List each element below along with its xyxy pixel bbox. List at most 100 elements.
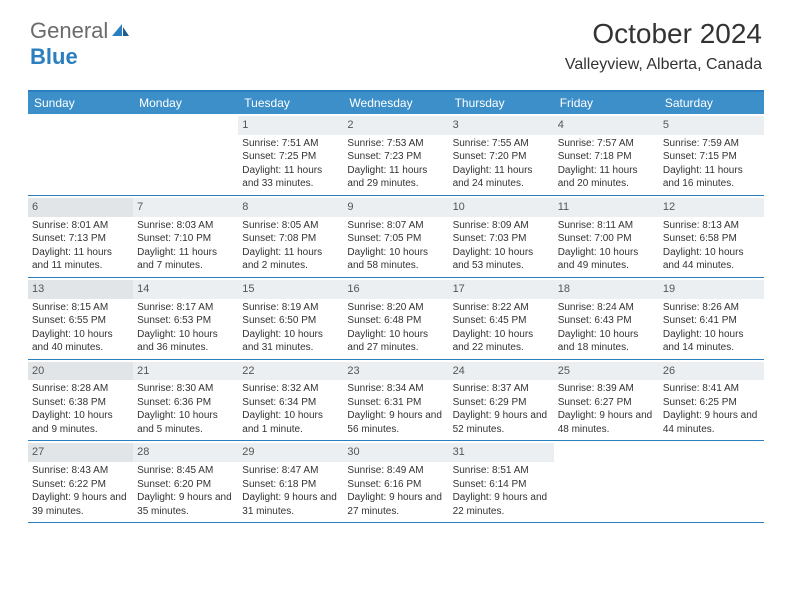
month-title: October 2024 <box>565 18 762 50</box>
sunrise-line: Sunrise: 8:45 AM <box>137 464 234 478</box>
day-number: 23 <box>343 362 448 381</box>
sunset-line: Sunset: 6:16 PM <box>347 478 444 492</box>
day-number: 15 <box>238 280 343 299</box>
sunset-line: Sunset: 7:25 PM <box>242 150 339 164</box>
sunrise-line: Sunrise: 8:09 AM <box>453 219 550 233</box>
daylight-line: Daylight: 9 hours and 31 minutes. <box>242 491 339 518</box>
sunset-line: Sunset: 7:18 PM <box>558 150 655 164</box>
day-number: 9 <box>343 198 448 217</box>
sunrise-line: Sunrise: 8:11 AM <box>558 219 655 233</box>
sunset-line: Sunset: 6:14 PM <box>453 478 550 492</box>
day-number: 20 <box>28 362 133 381</box>
sunset-line: Sunset: 6:22 PM <box>32 478 129 492</box>
sunrise-line: Sunrise: 8:01 AM <box>32 219 129 233</box>
calendar-cell: 8Sunrise: 8:05 AMSunset: 7:08 PMDaylight… <box>238 196 343 277</box>
sunset-line: Sunset: 6:41 PM <box>663 314 760 328</box>
sunrise-line: Sunrise: 8:37 AM <box>453 382 550 396</box>
daylight-line: Daylight: 10 hours and 36 minutes. <box>137 328 234 355</box>
day-number: 1 <box>238 116 343 135</box>
day-number: 22 <box>238 362 343 381</box>
day-number: 31 <box>449 443 554 462</box>
calendar-cell: 1Sunrise: 7:51 AMSunset: 7:25 PMDaylight… <box>238 114 343 195</box>
sunset-line: Sunset: 6:31 PM <box>347 396 444 410</box>
sunset-line: Sunset: 6:58 PM <box>663 232 760 246</box>
day-number: 2 <box>343 116 448 135</box>
calendar-cell: 24Sunrise: 8:37 AMSunset: 6:29 PMDayligh… <box>449 360 554 441</box>
sunrise-line: Sunrise: 8:22 AM <box>453 301 550 315</box>
calendar-cell <box>659 441 764 522</box>
title-block: October 2024 Valleyview, Alberta, Canada <box>565 18 762 74</box>
sunrise-line: Sunrise: 8:39 AM <box>558 382 655 396</box>
logo-sail-icon <box>110 18 130 44</box>
week-row: 27 Sunrise: 8:43 AMSunset: 6:22 PM Dayligh… <box>28 441 764 523</box>
calendar-cell: 2Sunrise: 7:53 AMSunset: 7:23 PMDaylight… <box>343 114 448 195</box>
calendar-cell: 15Sunrise: 8:19 AMSunset: 6:50 PMDayligh… <box>238 278 343 359</box>
sunset-line: Sunset: 7:23 PM <box>347 150 444 164</box>
logo-text-general: General <box>30 18 108 43</box>
day-number: 25 <box>554 362 659 381</box>
calendar-cell: 5Sunrise: 7:59 AMSunset: 7:15 PMDaylight… <box>659 114 764 195</box>
sunset-line: Sunset: 7:15 PM <box>663 150 760 164</box>
daylight-line: Daylight: 11 hours and 33 minutes. <box>242 164 339 191</box>
sunrise-line: Sunrise: 8:24 AM <box>558 301 655 315</box>
dayhead-thursday: Thursday <box>449 92 554 114</box>
dayhead-tuesday: Tuesday <box>238 92 343 114</box>
day-number: 3 <box>449 116 554 135</box>
sunset-line: Sunset: 7:05 PM <box>347 232 444 246</box>
daylight-line: Daylight: 10 hours and 40 minutes. <box>32 328 129 355</box>
day-number: 7 <box>133 198 238 217</box>
sunset-line: Sunset: 6:20 PM <box>137 478 234 492</box>
calendar-cell: 10Sunrise: 8:09 AMSunset: 7:03 PMDayligh… <box>449 196 554 277</box>
sunrise-line: Sunrise: 8:43 AM <box>32 464 129 478</box>
daylight-line: Daylight: 9 hours and 27 minutes. <box>347 491 444 518</box>
day-number: 19 <box>659 280 764 299</box>
day-number: 10 <box>449 198 554 217</box>
calendar-cell: 4Sunrise: 7:57 AMSunset: 7:18 PMDaylight… <box>554 114 659 195</box>
sunset-line: Sunset: 6:27 PM <box>558 396 655 410</box>
dayhead-monday: Monday <box>133 92 238 114</box>
sunset-line: Sunset: 6:43 PM <box>558 314 655 328</box>
day-number: 12 <box>659 198 764 217</box>
calendar-cell: 27Sunrise: 8:43 AMSunset: 6:22 PMDayligh… <box>28 441 133 522</box>
dayhead-row: SundayMondayTuesdayWednesdayThursdayFrid… <box>28 92 764 114</box>
sunset-line: Sunset: 7:10 PM <box>137 232 234 246</box>
sunset-line: Sunset: 6:53 PM <box>137 314 234 328</box>
sunrise-line: Sunrise: 8:07 AM <box>347 219 444 233</box>
day-number: 28 <box>133 443 238 462</box>
calendar-cell: 18Sunrise: 8:24 AMSunset: 6:43 PMDayligh… <box>554 278 659 359</box>
daylight-line: Daylight: 10 hours and 58 minutes. <box>347 246 444 273</box>
calendar-cell: 31Sunrise: 8:51 AMSunset: 6:14 PMDayligh… <box>449 441 554 522</box>
calendar-cell: 14Sunrise: 8:17 AMSunset: 6:53 PMDayligh… <box>133 278 238 359</box>
header: General Blue October 2024 Valleyview, Al… <box>0 0 792 82</box>
sunrise-line: Sunrise: 8:15 AM <box>32 301 129 315</box>
calendar-cell: 23Sunrise: 8:34 AMSunset: 6:31 PMDayligh… <box>343 360 448 441</box>
sunrise-line: Sunrise: 8:34 AM <box>347 382 444 396</box>
calendar-cell: 7Sunrise: 8:03 AMSunset: 7:10 PMDaylight… <box>133 196 238 277</box>
calendar-cell: 21Sunrise: 8:30 AMSunset: 6:36 PMDayligh… <box>133 360 238 441</box>
day-number: 5 <box>659 116 764 135</box>
sunset-line: Sunset: 6:25 PM <box>663 396 760 410</box>
daylight-line: Daylight: 9 hours and 22 minutes. <box>453 491 550 518</box>
sunset-line: Sunset: 6:18 PM <box>242 478 339 492</box>
calendar-cell: 28Sunrise: 8:45 AMSunset: 6:20 PMDayligh… <box>133 441 238 522</box>
sunrise-line: Sunrise: 7:55 AM <box>453 137 550 151</box>
calendar-cell: 19Sunrise: 8:26 AMSunset: 6:41 PMDayligh… <box>659 278 764 359</box>
sunrise-line: Sunrise: 8:28 AM <box>32 382 129 396</box>
daylight-line: Daylight: 10 hours and 44 minutes. <box>663 246 760 273</box>
dayhead-wednesday: Wednesday <box>343 92 448 114</box>
sunset-line: Sunset: 6:38 PM <box>32 396 129 410</box>
calendar-cell: 6Sunrise: 8:01 AMSunset: 7:13 PMDaylight… <box>28 196 133 277</box>
sunrise-line: Sunrise: 8:30 AM <box>137 382 234 396</box>
sunset-line: Sunset: 6:36 PM <box>137 396 234 410</box>
day-number: 17 <box>449 280 554 299</box>
daylight-line: Daylight: 11 hours and 11 minutes. <box>32 246 129 273</box>
sunset-line: Sunset: 6:34 PM <box>242 396 339 410</box>
logo: General Blue <box>30 18 130 70</box>
daylight-line: Daylight: 11 hours and 20 minutes. <box>558 164 655 191</box>
daylight-line: Daylight: 10 hours and 53 minutes. <box>453 246 550 273</box>
daylight-line: Daylight: 10 hours and 31 minutes. <box>242 328 339 355</box>
dayhead-friday: Friday <box>554 92 659 114</box>
daylight-line: Daylight: 9 hours and 44 minutes. <box>663 409 760 436</box>
sunrise-line: Sunrise: 8:32 AM <box>242 382 339 396</box>
day-number: 27 <box>28 443 133 462</box>
